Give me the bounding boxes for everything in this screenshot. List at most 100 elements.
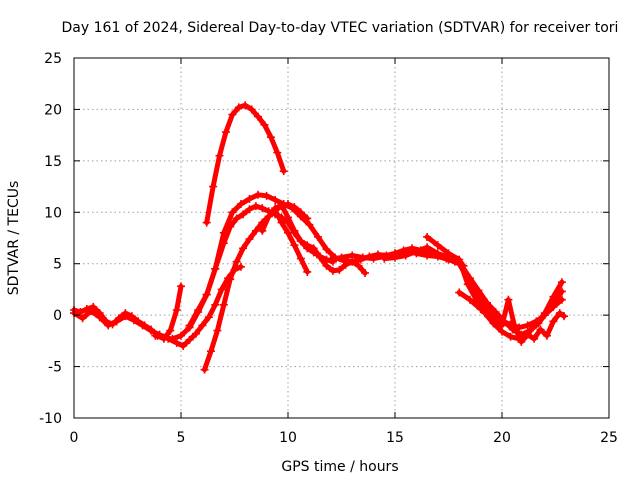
data-point [179, 342, 188, 350]
data-point [536, 325, 545, 334]
tick-labels: 0 5 10 15 20 25 -10 -5 0 5 10 15 20 25 [39, 51, 618, 446]
data-point [487, 314, 496, 323]
data-point [239, 210, 248, 219]
data-point [303, 214, 312, 223]
y-tick-label: 25 [44, 51, 62, 67]
chart-title: Day 161 of 2024, Sidereal Day-to-day VTE… [62, 20, 619, 36]
data-point [232, 214, 241, 223]
data-point [549, 292, 558, 301]
data-point [185, 335, 194, 344]
data-point [228, 110, 237, 119]
data-point [423, 232, 432, 241]
series-arc-11 [423, 232, 566, 343]
data-point [200, 365, 209, 374]
data-point [219, 300, 228, 309]
data-point [206, 347, 215, 356]
data-point [555, 309, 564, 318]
data-point [172, 338, 181, 347]
data-point [401, 251, 410, 260]
data-point [483, 298, 492, 307]
data-point [284, 200, 292, 209]
data-point [290, 241, 299, 250]
data-point [209, 182, 218, 191]
data-point [112, 317, 121, 326]
series-trace [204, 102, 287, 226]
data-point [219, 228, 228, 237]
data-point [491, 308, 500, 317]
data-point [204, 313, 213, 322]
data-point [202, 218, 211, 227]
grid [74, 58, 609, 418]
data-point [557, 295, 566, 304]
data-point [316, 252, 325, 261]
y-tick-label: -5 [48, 360, 62, 376]
x-tick-label: 15 [386, 430, 404, 446]
data-point [198, 321, 207, 330]
data-point [549, 317, 558, 326]
data-point [234, 103, 243, 112]
series-trace [328, 248, 565, 330]
data-point [354, 261, 363, 270]
data-point [476, 304, 485, 313]
data-point [279, 167, 288, 176]
data-point [138, 321, 147, 330]
data-point [191, 329, 200, 338]
data-point [177, 331, 185, 340]
data-point [258, 204, 267, 213]
y-tick-label: 0 [53, 308, 62, 324]
series-arc-9 [326, 247, 566, 332]
data-point [433, 249, 442, 258]
data-point [296, 237, 305, 246]
data-point [271, 195, 280, 204]
y-tick-label: 20 [44, 102, 62, 118]
x-tick-label: 10 [279, 430, 297, 446]
x-tick-label: 25 [600, 430, 618, 446]
data-point [168, 334, 177, 343]
data-point [221, 128, 230, 137]
series-trace [272, 207, 310, 275]
data-point [211, 264, 220, 273]
data-point [213, 326, 222, 335]
data-point [254, 190, 263, 199]
data-point [523, 321, 532, 330]
data-point [284, 228, 292, 237]
series-trace [424, 234, 565, 342]
data-point [557, 278, 566, 287]
data-series [70, 101, 569, 374]
data-point [245, 194, 254, 203]
data-point [215, 151, 224, 160]
data-point [129, 316, 138, 325]
data-point [517, 337, 526, 346]
data-point [337, 253, 346, 262]
data-point [290, 226, 299, 235]
data-point [151, 331, 160, 340]
data-point [290, 203, 299, 212]
data-point [540, 309, 549, 318]
data-point [326, 255, 335, 264]
data-point [358, 253, 367, 262]
data-point [498, 321, 506, 330]
data-point [273, 148, 282, 157]
data-point [232, 257, 241, 266]
data-point [542, 331, 551, 340]
data-point [380, 254, 389, 263]
data-point [523, 330, 532, 339]
data-point [172, 306, 181, 314]
data-point [202, 290, 211, 299]
data-point [147, 326, 156, 335]
data-point [532, 320, 541, 329]
data-point [506, 332, 515, 341]
data-point [361, 268, 370, 277]
data-point [284, 213, 292, 222]
data-point [236, 262, 245, 271]
data-point [277, 201, 286, 210]
data-point [245, 235, 254, 244]
data-point [87, 307, 96, 316]
y-tick-label: -10 [39, 411, 62, 427]
data-point [228, 208, 237, 217]
data-point [194, 306, 203, 314]
y-tick-label: 10 [44, 205, 62, 221]
data-point [348, 251, 357, 260]
x-axis-label: GPS time / hours [281, 459, 398, 475]
